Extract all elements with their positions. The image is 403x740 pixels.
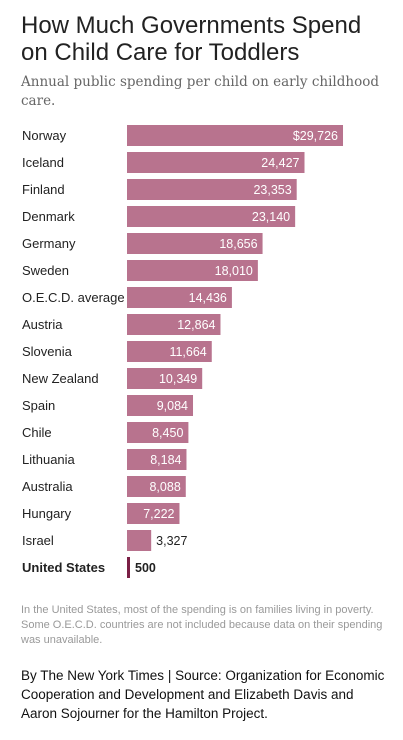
chart-subtitle: Annual public spending per child on earl… [21, 74, 379, 109]
source-credit: By The New York Times | Source: Organiza… [21, 668, 385, 721]
category-label-slovenia: Slovenia [22, 344, 73, 359]
value-label-spain: 9,084 [157, 399, 188, 413]
bar-slovenia [127, 341, 212, 362]
value-label-israel: 3,327 [156, 534, 187, 548]
value-label-norway: $29,726 [293, 129, 338, 143]
category-label-united-states: United States [22, 560, 105, 575]
bar-iceland [127, 152, 305, 173]
bar-germany [127, 233, 263, 254]
category-label-iceland: Iceland [22, 155, 64, 170]
category-label-germany: Germany [22, 236, 76, 251]
value-label-chile: 8,450 [152, 426, 183, 440]
bar-israel [127, 530, 152, 551]
chart-note: In the United States, most of the spendi… [21, 604, 383, 646]
bar-norway [127, 125, 344, 146]
bar-australia [127, 476, 186, 497]
chart-title: How Much Governments Spend on Child Care… [21, 12, 362, 66]
value-label-austria: 12,864 [177, 318, 215, 332]
category-label-finland: Finland [22, 182, 65, 197]
bar-denmark [127, 206, 296, 227]
category-label-new-zealand: New Zealand [22, 371, 99, 386]
value-label-sweden: 18,010 [215, 264, 253, 278]
category-label-denmark: Denmark [22, 209, 75, 224]
category-label-israel: Israel [22, 533, 54, 548]
bar-chile [127, 422, 189, 443]
category-label-lithuania: Lithuania [22, 452, 76, 467]
bar-new-zealand [127, 368, 203, 389]
value-label-slovenia: 11,664 [169, 345, 206, 359]
category-label-sweden: Sweden [22, 263, 69, 278]
bar-o-e-c-d-average [127, 287, 232, 308]
category-label-austria: Austria [22, 317, 63, 332]
value-label-finland: 23,353 [253, 183, 291, 197]
value-label-united-states: 500 [135, 561, 156, 575]
value-label-australia: 8,088 [149, 480, 180, 494]
category-label-spain: Spain [22, 398, 55, 413]
bar-finland [127, 179, 297, 200]
bar-lithuania [127, 449, 187, 470]
bar-spain [127, 395, 194, 416]
category-label-o-e-c-d-average: O.E.C.D. average [22, 290, 125, 305]
bar-sweden [127, 260, 258, 281]
value-label-hungary: 7,222 [143, 507, 174, 521]
value-label-denmark: 23,140 [252, 210, 290, 224]
bar-hungary [127, 503, 180, 524]
value-label-iceland: 24,427 [261, 156, 299, 170]
bar-austria [127, 314, 221, 335]
category-label-hungary: Hungary [22, 506, 72, 521]
value-label-germany: 18,656 [219, 237, 257, 251]
bar-united-states [127, 557, 130, 578]
bar-chart: Norway $29,726 Iceland 24,427 Finland 23,353 D… [22, 125, 344, 578]
value-label-new-zealand: 10,349 [159, 372, 197, 386]
category-label-australia: Australia [22, 479, 73, 494]
category-label-chile: Chile [22, 425, 52, 440]
value-label-lithuania: 8,184 [150, 453, 181, 467]
value-label-o-e-c-d-average: 14,436 [189, 291, 227, 305]
category-label-norway: Norway [22, 128, 67, 143]
